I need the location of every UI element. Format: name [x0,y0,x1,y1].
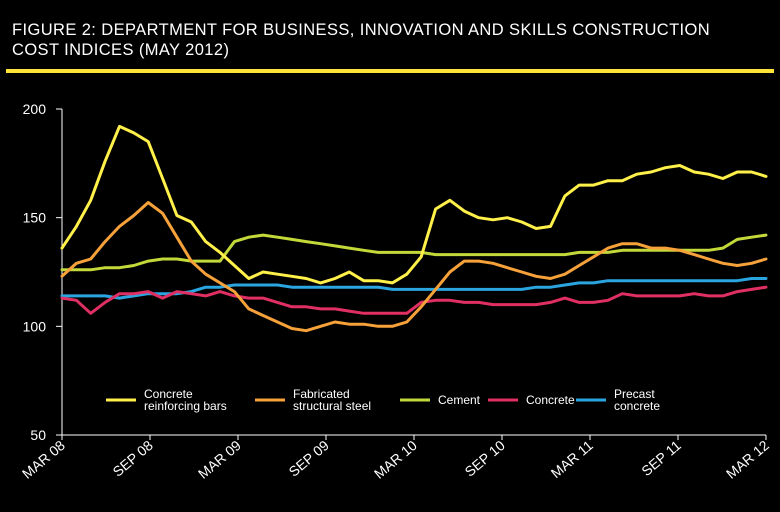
series-line-concrete-reinforcing-bars [60,124,768,285]
legend-label: concrete [614,399,660,413]
x-tick-label: SEP 09 [285,437,332,480]
x-tick-label: SEP 10 [461,437,508,480]
title-underline [6,69,774,73]
x-tick-label: MAR 10 [371,437,420,482]
series-line-fabricated-structural-steel [60,201,768,333]
legend-label: structural steel [293,399,371,413]
x-tick-label: MAR 12 [723,437,772,482]
y-tick-label: 200 [23,101,47,117]
y-tick-label: 50 [30,427,46,443]
y-tick-label: 100 [23,318,47,334]
x-tick-label: MAR 08 [19,437,68,482]
series-line-concrete [60,285,768,315]
axes [56,108,767,440]
x-tick-labels: MAR 08 SEP 08 MAR 09 SEP 09 MAR 10 SEP 10 MAR … [19,437,772,482]
y-tick-label: 150 [23,210,47,226]
x-tick-label: MAR 09 [195,437,244,482]
x-tick-label: SEP 11 [638,437,684,479]
legend-label: reinforcing bars [144,399,227,413]
x-tick-label: SEP 08 [109,437,156,480]
series-lines [60,124,768,333]
y-tick-labels: 50 100 150 200 [23,101,47,443]
legend-label: Concrete [526,393,575,407]
x-tick-label: MAR 11 [548,437,596,481]
legend-label: Cement [438,393,481,407]
series-line-cement [60,233,768,272]
legend-label: Precast [614,387,655,401]
legend-label: Fabricated [293,387,350,401]
legend-label: Concrete [144,387,193,401]
chart-title: FIGURE 2: DEPARTMENT FOR BUSINESS, INNOV… [12,21,711,59]
